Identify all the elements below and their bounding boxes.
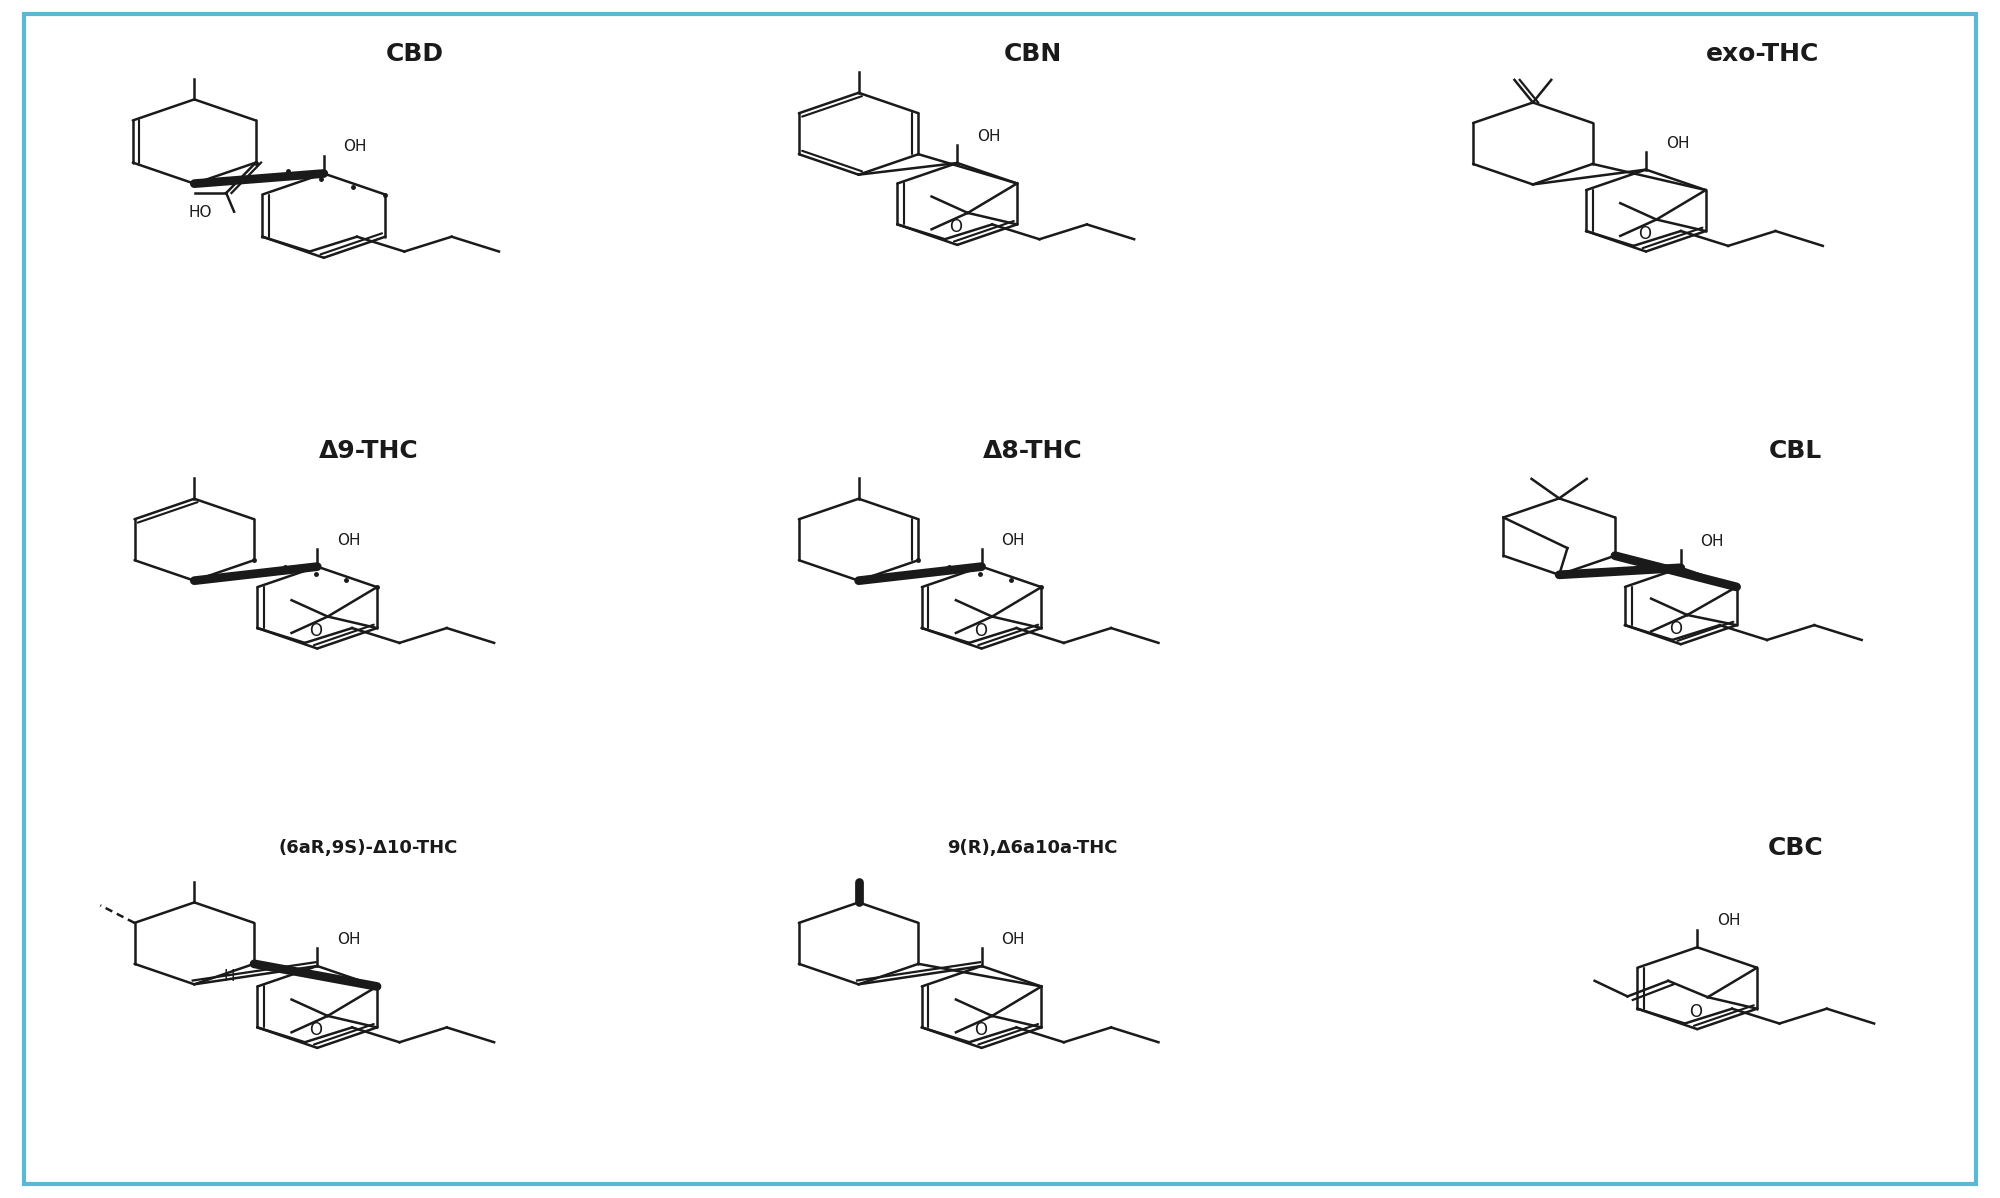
Text: CBC: CBC [1768, 836, 1824, 860]
Text: O: O [310, 1022, 322, 1040]
Text: OH: OH [1002, 533, 1024, 547]
Text: OH: OH [1002, 932, 1024, 946]
Text: O: O [1668, 621, 1682, 639]
Text: O: O [1690, 1003, 1702, 1021]
Text: CBL: CBL [1770, 438, 1822, 462]
Text: O: O [310, 622, 322, 640]
Text: OH: OH [1666, 135, 1690, 151]
Text: Δ9-THC: Δ9-THC [318, 438, 418, 462]
Text: HO: HO [188, 205, 212, 220]
Text: O: O [1638, 225, 1652, 243]
Text: OH: OH [1700, 534, 1724, 549]
Text: H: H [224, 969, 234, 984]
Text: O: O [950, 218, 962, 236]
Text: OH: OH [344, 139, 368, 155]
Text: OH: OH [1718, 913, 1740, 928]
Text: exo-THC: exo-THC [1706, 42, 1820, 66]
Text: OH: OH [338, 932, 360, 946]
Text: O: O [974, 1022, 986, 1040]
Text: OH: OH [338, 533, 360, 547]
Text: 9(R),Δ6a10a-THC: 9(R),Δ6a10a-THC [948, 839, 1118, 857]
Text: Δ8-THC: Δ8-THC [982, 438, 1082, 462]
Text: OH: OH [978, 129, 1000, 144]
Text: CBN: CBN [1004, 42, 1062, 66]
Text: (6aR,9S)-Δ10-THC: (6aR,9S)-Δ10-THC [278, 839, 458, 857]
Text: O: O [974, 622, 986, 640]
Text: CBD: CBD [386, 42, 444, 66]
